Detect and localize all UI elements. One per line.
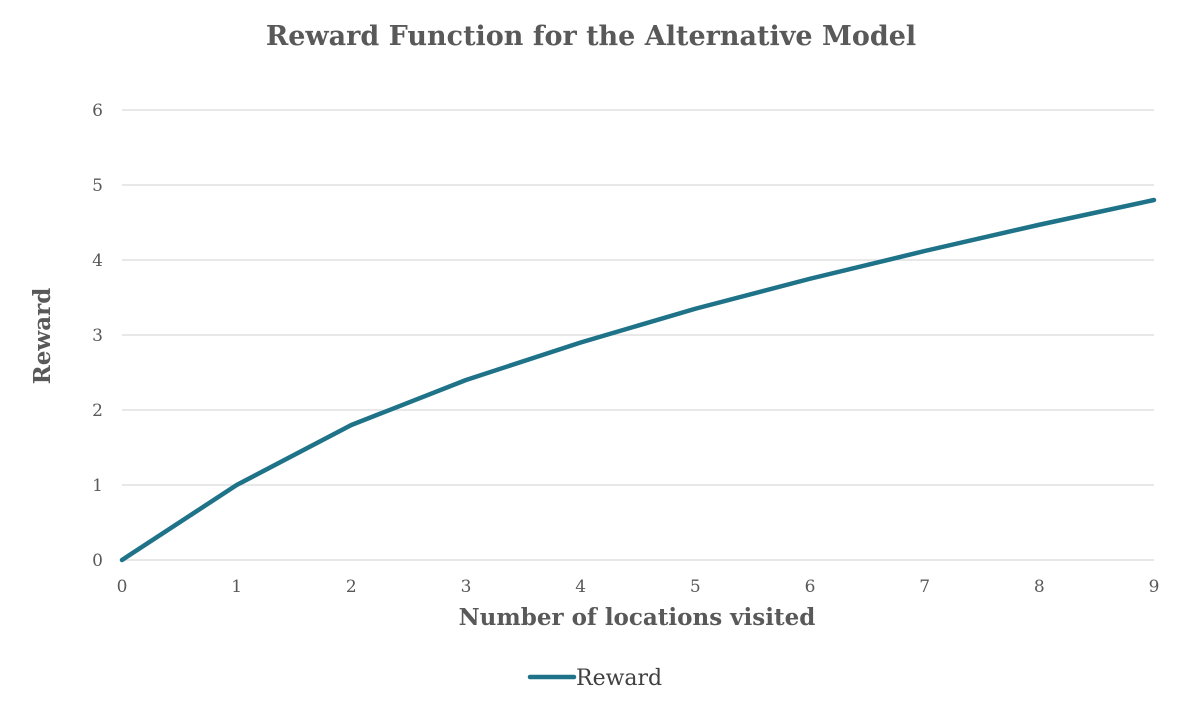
x-tick-label-8: 8: [1034, 577, 1045, 597]
y-tick-label-4: 4: [92, 251, 103, 271]
y-axis-title: Reward: [29, 288, 56, 385]
x-tick-label-0: 0: [117, 577, 128, 597]
gridlines: [122, 109, 1154, 561]
y-tick-label-0: 0: [92, 551, 103, 571]
x-axis-title: Number of locations visited: [459, 604, 816, 631]
x-tick-label-6: 6: [805, 577, 816, 597]
x-tick-label-5: 5: [690, 577, 701, 597]
x-tick-label-9: 9: [1149, 577, 1160, 597]
y-tick-label-3: 3: [92, 326, 103, 346]
y-tick-label-5: 5: [92, 176, 103, 196]
x-tick-label-2: 2: [346, 577, 357, 597]
chart-title: Reward Function for the Alternative Mode…: [266, 21, 916, 52]
x-tick-labels: 0 1 2 3 4 5 6 7 8 9: [117, 577, 1160, 597]
x-tick-label-7: 7: [919, 577, 930, 597]
legend-label-reward: Reward: [576, 666, 662, 691]
x-tick-label-3: 3: [461, 577, 472, 597]
x-tick-label-4: 4: [575, 577, 586, 597]
y-tick-label-6: 6: [92, 101, 103, 121]
legend: Reward: [527, 666, 662, 691]
y-tick-label-1: 1: [92, 476, 103, 496]
y-tick-labels: 0 1 2 3 4 5 6: [92, 101, 103, 571]
x-tick-label-1: 1: [231, 577, 242, 597]
y-tick-label-2: 2: [92, 401, 103, 421]
series-line-reward: [119, 197, 1157, 563]
series-layer: [119, 197, 1157, 563]
